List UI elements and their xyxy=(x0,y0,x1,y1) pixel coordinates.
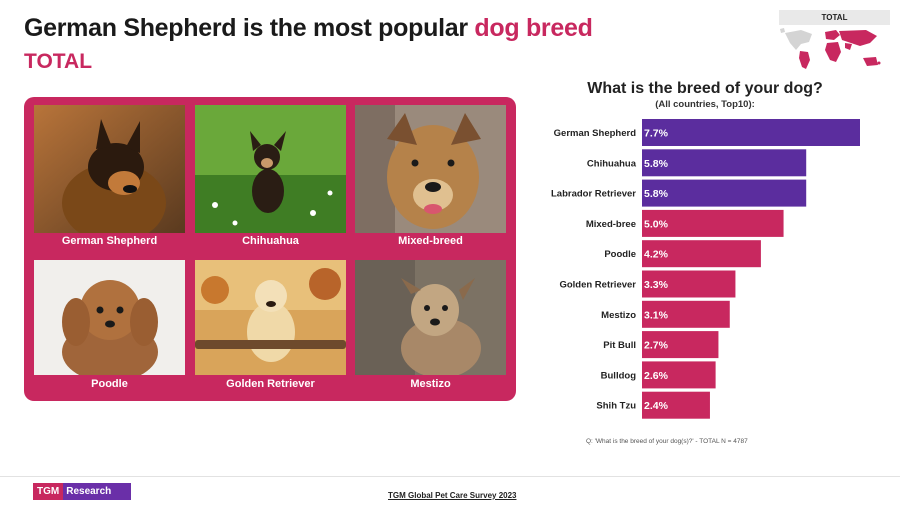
golden-retriever-photo xyxy=(195,260,346,388)
tgm-logo: TGM Research xyxy=(33,483,131,500)
bar xyxy=(642,331,719,359)
tile-poodle: Poodle xyxy=(34,260,185,410)
bar xyxy=(642,391,710,419)
bar xyxy=(642,179,807,207)
world-map-icon xyxy=(780,28,881,69)
tile-label: Chihuahua xyxy=(242,235,299,247)
tile-label: German Shepherd xyxy=(61,235,158,247)
page-title: German Shepherd is the most popular dog … xyxy=(24,14,593,43)
chart-title: What is the breed of your dog? xyxy=(587,80,823,97)
page-subtitle: TOTAL xyxy=(24,50,93,73)
title-accent: dog breed xyxy=(474,14,593,42)
value-label: 7.7% xyxy=(644,128,669,140)
bar xyxy=(642,300,730,328)
category-label: Bulldog xyxy=(601,370,637,381)
mestizo-photo xyxy=(355,260,506,388)
footer-divider xyxy=(0,476,900,477)
breed-photo-panel: German Shepherd Chihuahua xyxy=(24,97,516,401)
category-label: Pit Bull xyxy=(603,340,636,351)
german-shepherd-photo xyxy=(34,105,185,233)
bar xyxy=(642,149,807,177)
category-label: Mestizo xyxy=(601,310,636,321)
tile-label: Golden Retriever xyxy=(226,378,315,390)
value-label: 3.3% xyxy=(644,279,669,291)
title-main: German Shepherd is the most popular xyxy=(24,14,475,42)
value-label: 5.0% xyxy=(644,218,669,230)
category-label: German Shepherd xyxy=(554,128,637,139)
tile-mixed-breed: Mixed-breed xyxy=(355,105,506,255)
tile-mestizo: Mestizo xyxy=(355,260,506,410)
value-label: 4.2% xyxy=(644,249,669,261)
tile-golden-retriever: Golden Retriever xyxy=(195,260,346,410)
mixed-breed-photo xyxy=(355,105,506,233)
category-label: Poodle xyxy=(604,249,636,260)
bar xyxy=(642,361,716,389)
tile-label: Mixed-breed xyxy=(398,235,463,247)
logo-text: Research xyxy=(66,486,112,497)
category-label: Labrador Retriever xyxy=(551,189,636,200)
tile-label: Poodle xyxy=(91,378,128,390)
value-label: 5.8% xyxy=(644,188,669,200)
survey-question-note: Q: 'What is the breed of your dog(s)?' -… xyxy=(586,438,748,445)
tile-german-shepherd: German Shepherd xyxy=(34,105,185,255)
chihuahua-photo xyxy=(195,105,346,233)
map-label: TOTAL xyxy=(779,10,890,25)
world-map-widget: TOTAL xyxy=(779,10,890,72)
value-label: 2.7% xyxy=(644,340,669,352)
value-label: 3.1% xyxy=(644,309,669,321)
poodle-photo xyxy=(34,260,185,388)
category-label: Golden Retriever xyxy=(559,280,636,291)
bar xyxy=(642,270,736,298)
category-label: Mixed-bree xyxy=(586,219,636,230)
bar xyxy=(642,240,761,268)
bar xyxy=(642,209,784,237)
category-label: Shih Tzu xyxy=(596,401,636,412)
tile-chihuahua: Chihuahua xyxy=(195,105,346,255)
logo-mark: TGM xyxy=(33,483,64,500)
value-label: 2.6% xyxy=(644,370,669,382)
breed-bar-chart: German Shepherd 7.7% Chihuahua 5.8% Labrador… xyxy=(551,119,860,419)
chart-subtitle: (All countries, Top10): xyxy=(655,99,755,110)
category-label: Chihuahua xyxy=(587,158,637,169)
value-label: 5.8% xyxy=(644,158,669,170)
value-label: 2.4% xyxy=(644,400,669,412)
survey-name-link[interactable]: TGM Global Pet Care Survey 2023 xyxy=(388,491,517,500)
bar xyxy=(642,119,860,146)
tile-label: Mestizo xyxy=(410,378,451,390)
